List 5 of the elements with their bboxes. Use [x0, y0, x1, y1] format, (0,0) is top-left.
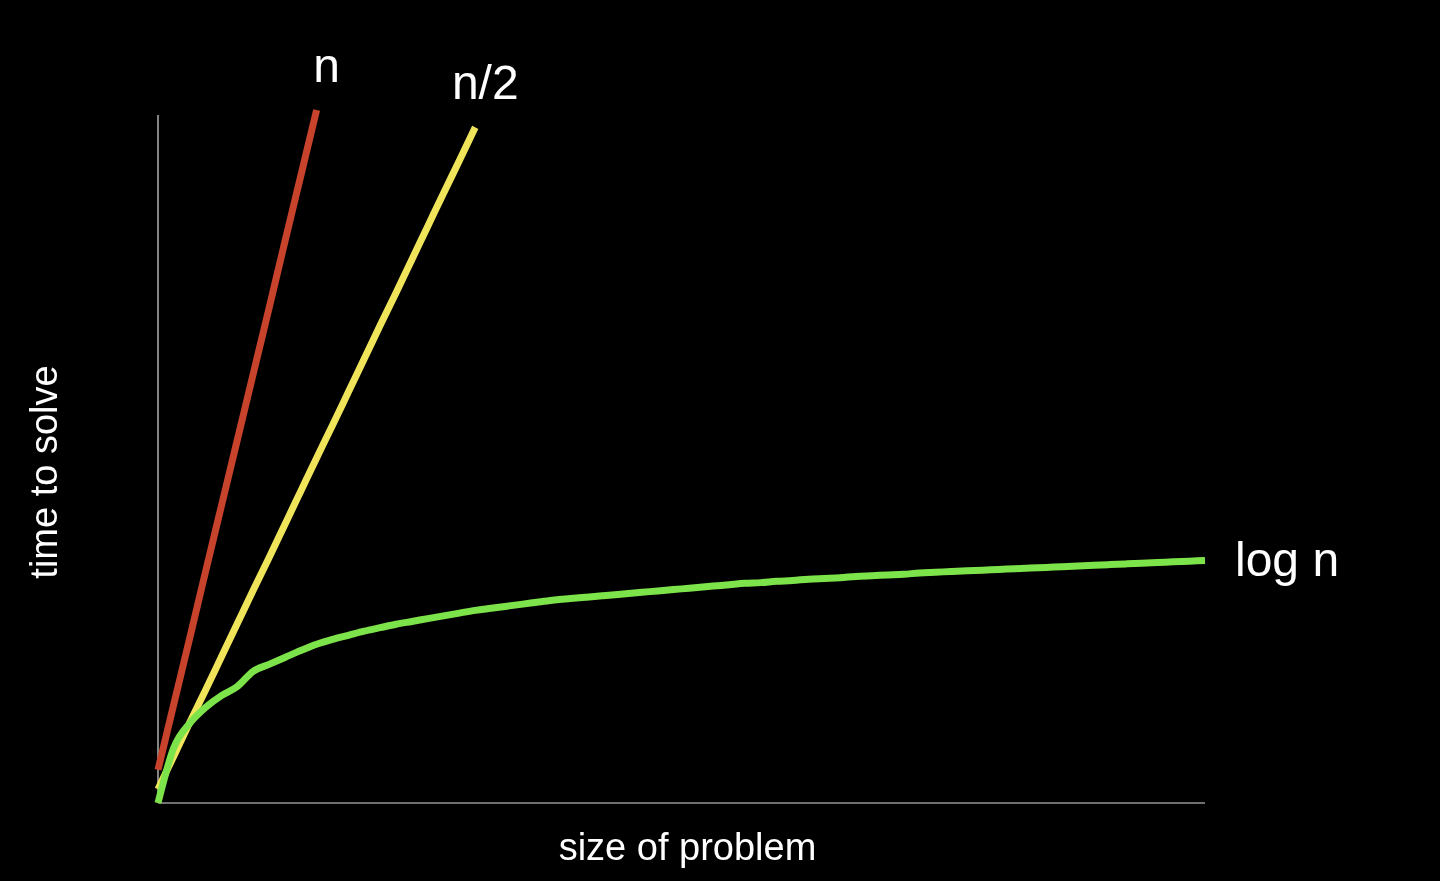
series-label: n/2 — [451, 56, 519, 110]
y-axis-title: time to solve — [23, 365, 65, 579]
series-label: log n — [1235, 533, 1340, 587]
series-label: n — [313, 39, 340, 92]
x-axis-title: size of problem — [558, 826, 817, 868]
